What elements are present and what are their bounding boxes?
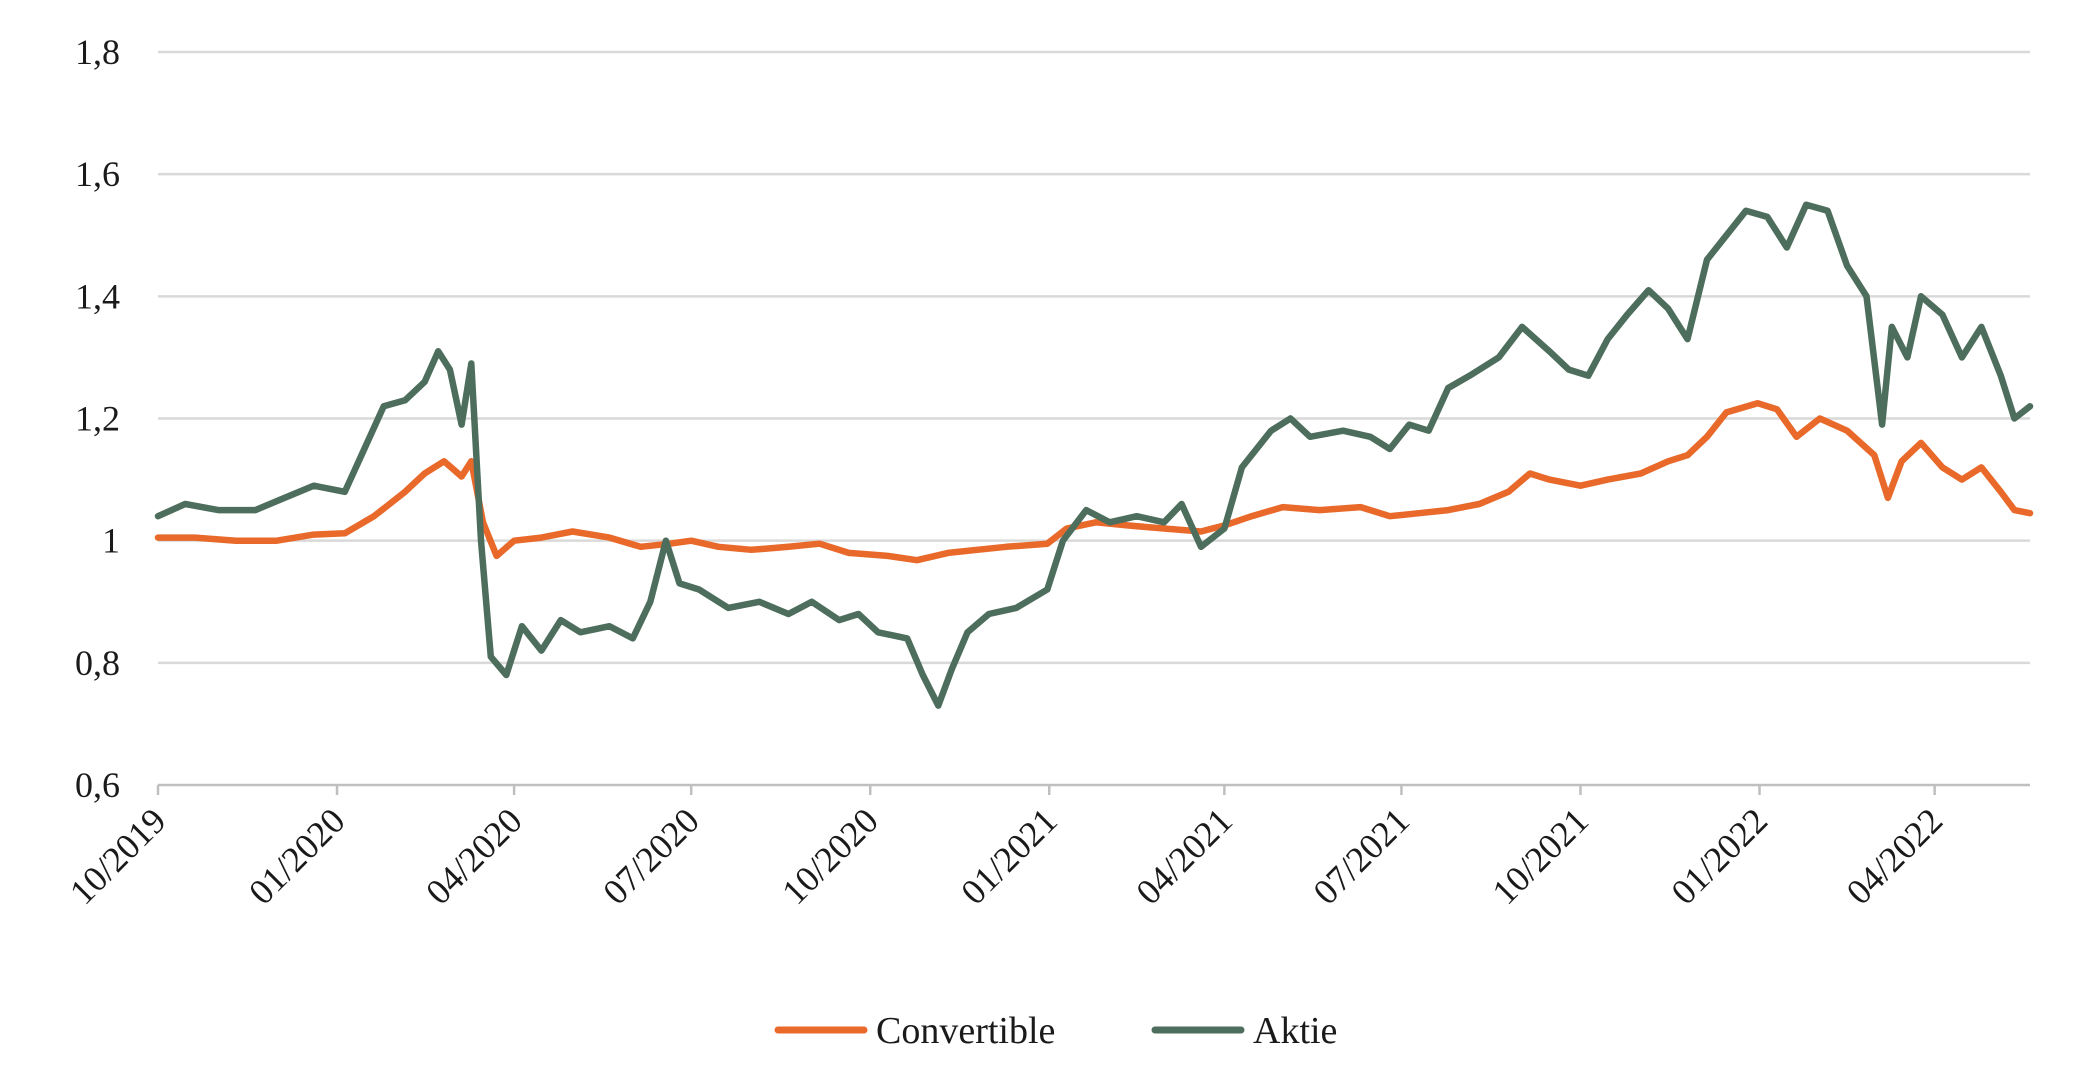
legend-label-aktie: Aktie bbox=[1253, 1010, 1337, 1052]
y-tick-label: 0,6 bbox=[75, 765, 120, 805]
y-axis-tick-labels: 0,6 0,8 1 1,2 1,4 1,6 1,8 bbox=[75, 32, 120, 805]
series-lines bbox=[154, 201, 2034, 709]
x-axis bbox=[156, 783, 2030, 795]
x-tick-label: 04/2021 bbox=[1128, 800, 1240, 912]
y-tick-label: 1 bbox=[102, 521, 120, 561]
y-tick-label: 1,2 bbox=[75, 399, 120, 439]
y-tick-label: 1,8 bbox=[75, 32, 120, 72]
series-line-convertible bbox=[154, 399, 2034, 564]
legend: Convertible Aktie bbox=[774, 1010, 1337, 1052]
y-tick-label: 0,8 bbox=[75, 643, 120, 683]
x-tick-label: 10/2020 bbox=[774, 800, 886, 912]
y-tick-label: 1,4 bbox=[75, 276, 120, 316]
series-line-aktie bbox=[154, 201, 2034, 709]
x-tick-label: 01/2022 bbox=[1663, 800, 1775, 912]
x-tick-label: 07/2020 bbox=[595, 800, 707, 912]
gridlines bbox=[158, 50, 2030, 665]
x-tick-label: 07/2021 bbox=[1305, 800, 1417, 912]
x-tick-label: 04/2022 bbox=[1839, 800, 1951, 912]
x-tick-label: 01/2021 bbox=[953, 800, 1065, 912]
x-tick-label: 04/2020 bbox=[418, 800, 530, 912]
legend-label-convertible: Convertible bbox=[876, 1010, 1055, 1052]
x-tick-label: 01/2020 bbox=[241, 800, 353, 912]
x-axis-tick-labels: 10/2019 01/2020 04/2020 07/2020 10/2020 01/20… bbox=[62, 800, 1950, 912]
y-tick-label: 1,6 bbox=[75, 154, 120, 194]
x-tick-label: 10/2021 bbox=[1484, 800, 1596, 912]
x-tick-label: 10/2019 bbox=[62, 800, 174, 912]
